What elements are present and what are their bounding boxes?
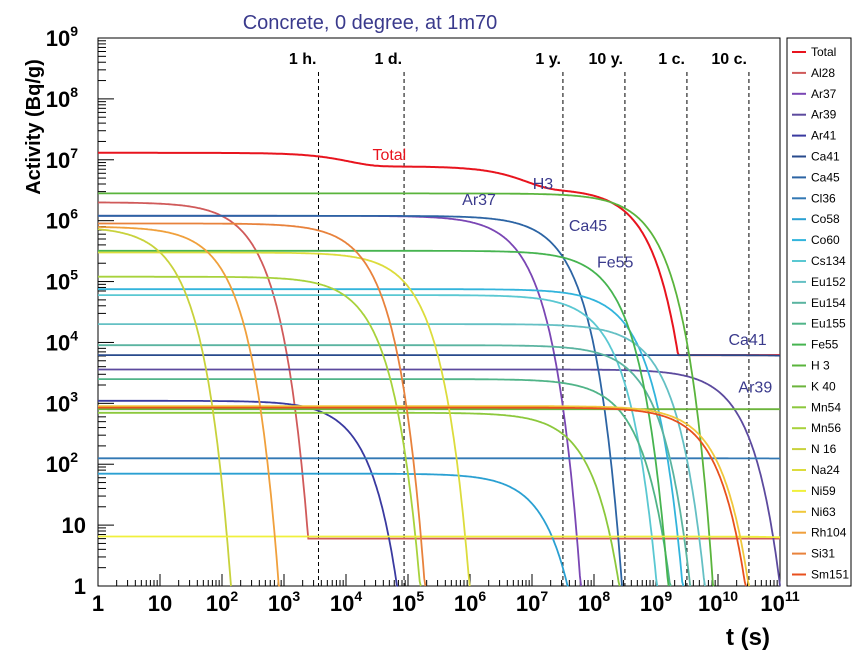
series-annotation: H3: [533, 176, 554, 193]
legend-entry: Si31: [811, 547, 835, 561]
time-marker-label: 1 h.: [289, 51, 317, 68]
y-tick-label: 104: [46, 327, 78, 355]
x-tick-label: 107: [516, 588, 548, 616]
x-tick-label: 1: [92, 591, 104, 616]
y-tick-label: 1: [74, 574, 86, 599]
legend-entry: Ca45: [811, 170, 840, 184]
y-axis-label: Activity (Bq/g): [23, 59, 45, 195]
series-line-n16: [97, 228, 232, 587]
series-annotation: Ca45: [569, 218, 607, 235]
series-line-fe55: [98, 249, 670, 587]
series-line-na24: [98, 251, 471, 587]
x-tick-label: 103: [268, 588, 300, 616]
legend-entry: Co58: [811, 212, 840, 226]
series-line-ca45: [98, 214, 623, 587]
y-tick-label: 105: [46, 267, 78, 295]
legend-entry: Co60: [811, 233, 840, 247]
series-line-ni63: [98, 405, 751, 587]
y-tick-label: 109: [46, 23, 78, 51]
x-axis-label: t (s): [726, 624, 770, 651]
series-line-mn56: [98, 275, 422, 587]
series-line-si31: [98, 222, 427, 587]
legend-entry: Cl36: [811, 191, 836, 205]
series-line-total: [98, 151, 780, 357]
x-tick-label: 105: [392, 588, 424, 616]
y-tick-label: 107: [46, 145, 78, 173]
y-tick-label: 102: [46, 449, 78, 477]
y-tick-label: 108: [46, 84, 78, 112]
series-line-eu154: [98, 344, 692, 587]
y-tick-label: 106: [46, 206, 78, 234]
time-marker-label: 10 y.: [589, 51, 623, 68]
legend-entry: K 40: [811, 379, 836, 393]
series-line-cs134: [98, 294, 659, 587]
time-marker-label: 1 y.: [535, 51, 561, 68]
series-annotations: Total H3 Ar37 Ca45 Fe55 Ca41 Ar39: [372, 147, 772, 397]
series-annotation: Fe55: [597, 255, 634, 272]
legend-entry: H 3: [811, 359, 830, 373]
legend-entry: Sm151: [811, 568, 849, 582]
legend-entry: Rh104: [811, 526, 847, 540]
legend: Total Al28 Ar37 Ar39 Ar41 Ca41 Ca45 Cl36 Co58 Co6…: [792, 45, 849, 582]
series-annotation: Ca41: [728, 332, 766, 349]
legend-entry: Eu154: [811, 296, 846, 310]
y-tick-label: 10: [62, 513, 86, 538]
time-marker-label: 10 c.: [711, 51, 747, 68]
plot-series: [97, 151, 781, 587]
legend-entry: N 16: [811, 442, 837, 456]
series-line-ca41: [98, 354, 781, 357]
x-tick-label: 109: [640, 588, 672, 616]
legend-entry: Mn54: [811, 400, 841, 414]
series-line-al28: [98, 201, 780, 540]
series-annotation: Ar37: [462, 192, 496, 209]
series-line-eu152: [98, 323, 706, 587]
time-marker-label: 1 c.: [658, 51, 685, 68]
legend-entry: Ni59: [811, 484, 836, 498]
time-markers: 1 h. 1 d. 1 y. 10 y. 1 c. 10 c.: [289, 51, 750, 586]
x-tick-label: 10: [148, 591, 172, 616]
x-tick-label: 1010: [698, 588, 738, 616]
legend-entry: Ca41: [811, 150, 840, 164]
series-line-ar41: [98, 399, 399, 587]
series-line-mn54: [98, 411, 621, 587]
legend-entry: Na24: [811, 463, 840, 477]
legend-box: [786, 37, 852, 587]
x-tick-label: 102: [206, 588, 238, 616]
series-line-ni59: [98, 535, 781, 539]
x-tick-label: 104: [330, 588, 362, 616]
plot-frame: [97, 37, 781, 587]
y-tick-label: 103: [46, 388, 78, 416]
time-marker-label: 1 d.: [375, 51, 403, 68]
chart-title: Concrete, 0 degree, at 1m70: [243, 12, 498, 34]
series-line-co60: [98, 288, 685, 587]
legend-entry: Total: [811, 45, 836, 59]
series-line-sm151: [98, 406, 747, 587]
legend-entry: Cs134: [811, 254, 846, 268]
legend-entry: Fe55: [811, 338, 839, 352]
legend-entry: Al28: [811, 66, 835, 80]
x-tick-label: 106: [454, 588, 486, 616]
series-annotation: Total: [372, 147, 406, 164]
legend-entry: Eu152: [811, 275, 846, 289]
series-line-rh104: [98, 226, 281, 587]
legend-entry: Ar39: [811, 108, 837, 122]
series-annotation: Ar39: [738, 380, 772, 397]
legend-entry: Eu155: [811, 317, 846, 331]
legend-entry: Mn56: [811, 421, 841, 435]
series-line-h3: [98, 192, 715, 587]
series-line-eu155: [98, 378, 672, 587]
legend-entry: Ar41: [811, 129, 837, 143]
legend-entry: Ni63: [811, 505, 836, 519]
x-tick-label: 108: [578, 588, 610, 616]
series-line-co58: [98, 472, 570, 587]
series-line-ar39: [98, 368, 781, 587]
x-tick-label: 1011: [760, 588, 799, 616]
legend-entry: Ar37: [811, 87, 837, 101]
